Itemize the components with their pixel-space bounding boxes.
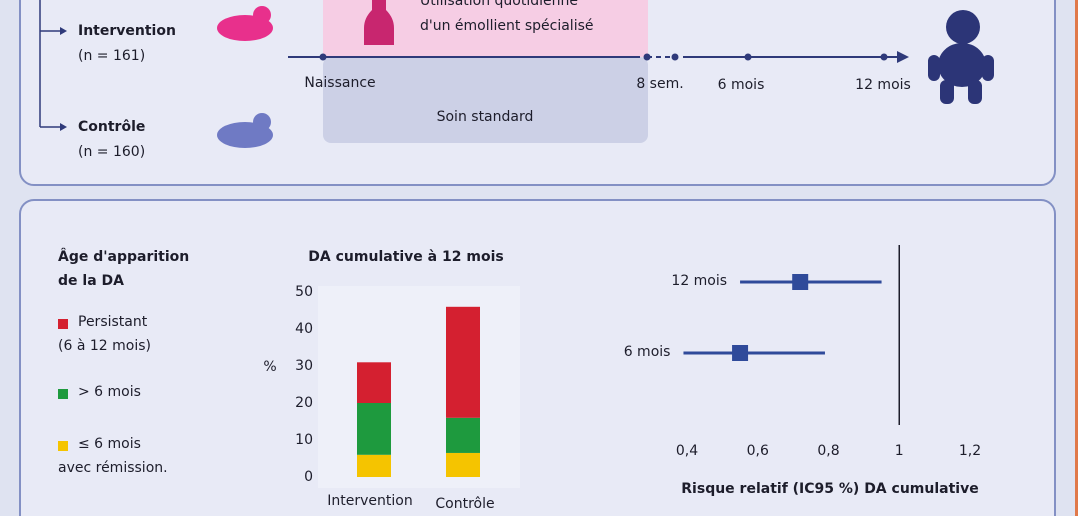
x-tick-label: 0,6 <box>747 443 769 459</box>
legend-swatch <box>58 319 68 329</box>
group-n: (n = 160) <box>78 144 145 160</box>
edge <box>1075 0 1078 516</box>
baby-icon-standing <box>928 10 994 104</box>
bar-segment <box>357 362 391 403</box>
x-tick-label: Intervention <box>327 493 412 509</box>
emollient-text: d'un émollient spécialisé <box>420 18 594 34</box>
x-axis-label: Risque relatif (IC95 %) DA cumulative <box>681 481 978 497</box>
bracket <box>39 0 62 128</box>
x-tick-label: 1,2 <box>959 443 981 459</box>
point-estimate <box>792 274 809 290</box>
bar-segment <box>446 417 480 453</box>
standard-box <box>323 57 648 143</box>
bar-segment <box>357 403 391 455</box>
timeline-label: 12 mois <box>855 77 911 93</box>
timeline-arrow <box>897 51 909 63</box>
legend-label: Persistant (6 à 12 mois) <box>58 314 151 354</box>
timeline-dots <box>319 53 888 61</box>
y-axis-label: % <box>263 359 276 375</box>
baby-icon-blue <box>217 113 273 148</box>
bar-segment <box>446 452 480 477</box>
group-n: (n = 161) <box>78 48 145 64</box>
legend-label: > 6 mois <box>78 384 141 400</box>
y-tick-label: 30 <box>295 358 313 374</box>
timeline-label: Naissance <box>304 75 375 91</box>
plot-area <box>318 286 520 488</box>
timeline-label: 8 sem. <box>636 76 683 92</box>
group-label: Intervention <box>78 23 176 39</box>
standard-text: Soin standard <box>437 109 534 125</box>
bottle-icon <box>364 0 394 45</box>
bar-segment <box>446 306 480 418</box>
legend-title: Âge d'apparition de la DA <box>58 249 190 289</box>
x-tick-label: Contrôle <box>435 496 494 512</box>
chart-title: DA cumulative à 12 mois <box>308 249 503 265</box>
x-tick-label: 0,4 <box>676 443 698 459</box>
x-tick-label: 0,8 <box>817 443 839 459</box>
legend-swatch <box>58 389 68 399</box>
y-tick-label: 0 <box>304 469 313 485</box>
row-label: 6 mois <box>624 344 671 360</box>
bar-segment <box>357 454 391 477</box>
legend-label: ≤ 6 mois avec rémission. <box>58 436 168 476</box>
timeline-label: 6 mois <box>718 77 765 93</box>
row-label: 12 mois <box>671 273 727 289</box>
y-tick-label: 10 <box>295 432 313 448</box>
group-label: Contrôle <box>78 119 145 135</box>
legend-swatch <box>58 441 68 451</box>
y-tick-label: 20 <box>295 395 313 411</box>
baby-icon-pink <box>217 6 273 41</box>
y-tick-label: 50 <box>295 284 313 300</box>
point-estimate <box>732 345 749 361</box>
y-tick-label: 40 <box>295 321 313 337</box>
x-tick-label: 1 <box>895 443 904 459</box>
emollient-text: Utilisation quotidienne <box>420 0 578 9</box>
